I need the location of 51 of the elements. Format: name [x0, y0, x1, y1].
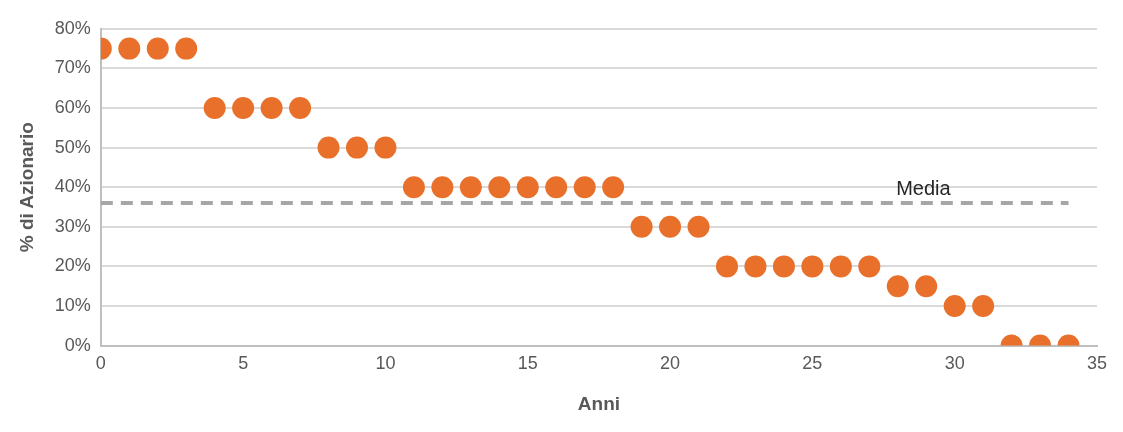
x-tick-label: 10 [375, 353, 396, 374]
point [516, 176, 539, 199]
point [573, 176, 596, 199]
x-tick-label: 5 [238, 353, 249, 374]
point [772, 255, 795, 278]
point [715, 255, 738, 278]
point [687, 215, 710, 238]
point [659, 215, 682, 238]
point [602, 176, 625, 199]
point [886, 275, 909, 298]
point [943, 295, 966, 317]
x-tick-label: 35 [1086, 353, 1107, 374]
y-axis-title: % di Azionario [15, 122, 37, 253]
x-tick-label: 25 [802, 353, 823, 374]
y-tick-label: 30% [54, 215, 91, 236]
x-axis-title: Anni [577, 392, 621, 414]
point [374, 136, 397, 159]
x-tick-label: 15 [517, 353, 538, 374]
x-tick-label: 0 [95, 353, 106, 374]
point [545, 176, 568, 199]
point [972, 295, 995, 317]
point [232, 97, 255, 119]
point [858, 255, 881, 278]
y-tick-label: 60% [54, 96, 91, 117]
x-tick-label: 30 [944, 353, 965, 374]
point [829, 255, 852, 278]
point [915, 275, 938, 298]
y-tick-label: 40% [54, 176, 91, 197]
point [431, 176, 454, 199]
point [317, 136, 340, 159]
y-tick-label: 0% [64, 334, 91, 355]
point [630, 215, 653, 238]
point [488, 176, 511, 199]
y-tick-label: 70% [54, 57, 91, 78]
point [459, 176, 482, 199]
y-tick-label: 10% [54, 294, 91, 315]
point [402, 176, 425, 199]
point [118, 37, 141, 60]
point [289, 97, 312, 119]
point [744, 255, 767, 278]
point [345, 136, 368, 159]
point [175, 37, 198, 60]
y-tick-label: 20% [54, 255, 91, 276]
series-label: Media [896, 176, 952, 199]
point [801, 255, 824, 278]
x-tick-label: 20 [660, 353, 681, 374]
point [203, 97, 226, 119]
y-tick-label: 80% [54, 17, 91, 38]
y-tick-label: 50% [54, 136, 91, 157]
point [146, 37, 169, 60]
point [260, 97, 283, 119]
